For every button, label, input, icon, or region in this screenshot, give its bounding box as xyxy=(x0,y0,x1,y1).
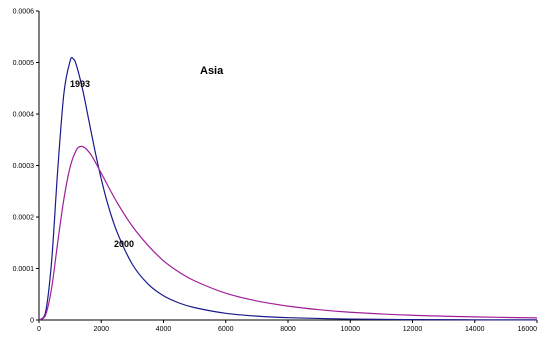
x-tick-label: 0 xyxy=(37,326,41,333)
y-axis-ticks: 0 0.0001 0.0002 0.0003 0.0004 0.0005 0.0006 xyxy=(13,9,39,325)
plot-area xyxy=(39,11,537,320)
y-tick-label: 0 xyxy=(30,318,34,325)
series-label-2000: 2000 xyxy=(114,239,134,249)
x-tick-label: 2000 xyxy=(93,326,109,333)
x-tick-label: 12000 xyxy=(403,326,423,333)
series-line-2000 xyxy=(39,146,537,320)
series-line-1993 xyxy=(39,57,537,320)
x-tick-label: 16000 xyxy=(518,326,538,333)
y-tick-label: 0.0002 xyxy=(13,215,35,222)
x-tick-label: 10000 xyxy=(341,326,361,333)
x-tick-label: 14000 xyxy=(465,326,485,333)
chart-title: Asia xyxy=(200,65,224,77)
y-tick-label: 0.0005 xyxy=(13,60,35,67)
x-tick-label: 6000 xyxy=(218,326,234,333)
series-lines xyxy=(39,57,537,320)
x-axis-ticks: 0 2000 4000 6000 8000 10000 12000 14000 16000 xyxy=(37,320,537,333)
y-tick-label: 0.0006 xyxy=(13,9,35,16)
y-tick-label: 0.0003 xyxy=(13,163,35,170)
y-tick-label: 0.0004 xyxy=(13,112,35,119)
y-tick-label: 0.0001 xyxy=(13,266,35,273)
series-label-1993: 1993 xyxy=(70,79,90,89)
x-tick-label: 4000 xyxy=(156,326,172,333)
x-tick-label: 8000 xyxy=(280,326,296,333)
